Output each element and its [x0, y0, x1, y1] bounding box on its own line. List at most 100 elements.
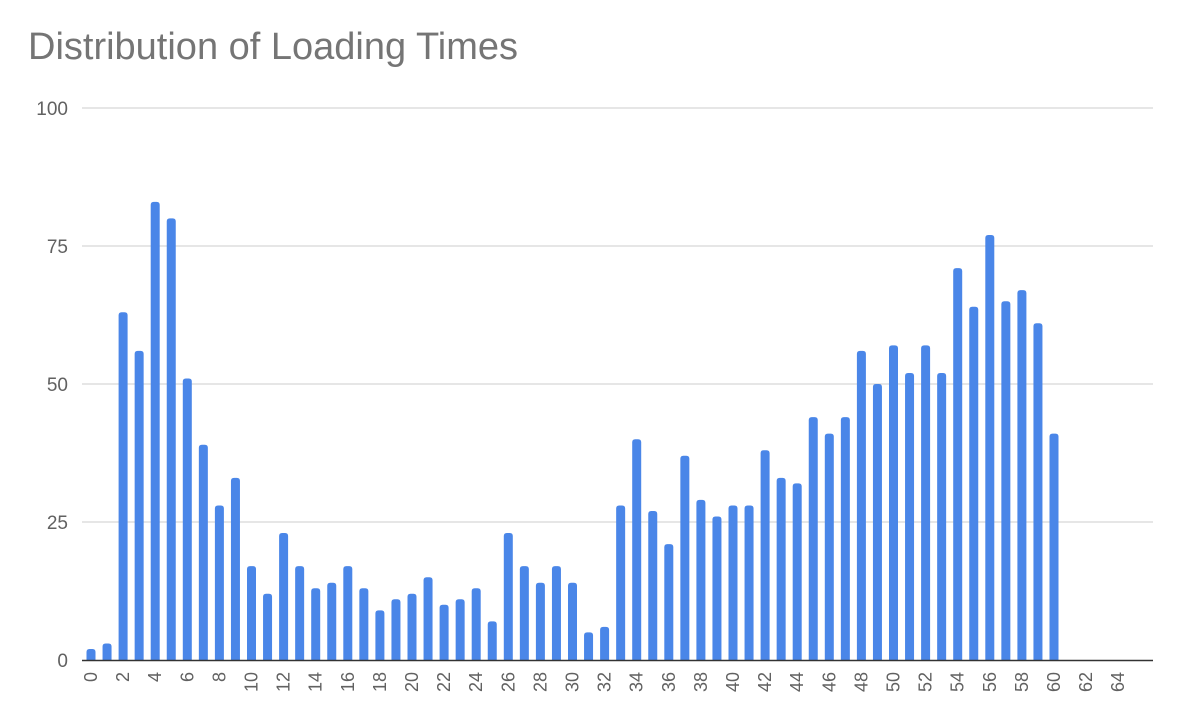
bar-53: [937, 372, 947, 660]
bar-36: [664, 544, 674, 660]
bar-15: [327, 582, 337, 660]
bar-13: [295, 566, 305, 660]
bar-32: [600, 626, 610, 660]
x-tick-label: 54: [948, 672, 968, 692]
x-tick-label: 58: [1012, 672, 1032, 692]
x-tick-label: 44: [787, 672, 807, 692]
bar-31: [584, 632, 594, 660]
bar-4: [150, 201, 160, 660]
y-axis-ticks: 0 25 50 75 100: [36, 99, 68, 672]
bar-2: [118, 312, 128, 660]
x-axis-ticks: 0 2 4 6 8 10 12 14 16 18 20 22 24 26 28 30 32 34 36 38 40 42 4…: [81, 672, 1128, 692]
x-tick-label: 4: [145, 672, 165, 682]
bar-55: [969, 306, 979, 660]
x-tick-label: 62: [1076, 672, 1096, 692]
bar-39: [712, 516, 722, 660]
x-tick-label: 2: [113, 672, 133, 682]
bar-57: [1001, 301, 1011, 660]
y-tick-label: 50: [47, 375, 68, 396]
bar-18: [375, 610, 385, 660]
x-tick-label: 32: [595, 672, 615, 692]
bar-47: [840, 417, 850, 660]
bar-23: [455, 599, 465, 660]
bar-34: [632, 439, 642, 660]
bar-40: [728, 505, 738, 660]
x-tick-label: 42: [755, 672, 775, 692]
x-tick-label: 52: [916, 672, 936, 692]
bar-9: [230, 477, 240, 660]
x-tick-label: 30: [563, 672, 583, 692]
bar-44: [792, 483, 802, 660]
bar-51: [905, 372, 915, 660]
bar-60: [1049, 433, 1059, 660]
bar-46: [824, 433, 834, 660]
y-tick-label: 0: [57, 651, 68, 672]
x-tick-label: 60: [1044, 672, 1064, 692]
chart-title: Distribution of Loading Times: [28, 26, 519, 68]
bar-50: [889, 345, 898, 660]
x-tick-label: 10: [242, 672, 262, 692]
bar-5: [166, 218, 176, 660]
x-tick-label: 14: [306, 672, 326, 692]
x-tick-label: 56: [980, 672, 1000, 692]
bar-52: [921, 345, 931, 660]
bar-22: [439, 604, 449, 660]
bar-42: [760, 450, 770, 660]
bar-28: [535, 582, 545, 660]
bar-24: [471, 588, 481, 660]
x-tick-label: 0: [81, 672, 101, 682]
x-tick-label: 40: [723, 672, 743, 692]
bar-19: [391, 599, 401, 660]
x-tick-label: 36: [659, 672, 679, 692]
bar-26: [503, 533, 513, 660]
bar-33: [616, 505, 626, 660]
x-tick-label: 20: [402, 672, 422, 692]
bar-59: [1033, 323, 1043, 660]
bar-29: [551, 566, 561, 660]
bar-56: [985, 234, 995, 660]
bar-16: [343, 566, 353, 660]
bar-7: [198, 444, 208, 660]
bar-37: [680, 455, 690, 660]
bar-35: [648, 510, 658, 660]
x-tick-label: 64: [1108, 672, 1128, 692]
bar-10: [247, 566, 256, 660]
bar-30: [568, 582, 577, 660]
x-tick-label: 18: [370, 672, 390, 692]
x-tick-label: 48: [851, 672, 871, 692]
bar-49: [872, 384, 882, 660]
bar-21: [423, 577, 433, 660]
x-tick-label: 12: [274, 672, 294, 692]
x-tick-label: 24: [466, 672, 486, 692]
bar-12: [279, 533, 289, 660]
bar-45: [808, 417, 818, 660]
bar-14: [311, 588, 321, 660]
bar-43: [776, 477, 786, 660]
bar-20: [407, 593, 417, 660]
bar-54: [953, 268, 963, 660]
bars: [86, 201, 1059, 660]
x-tick-label: 22: [434, 672, 454, 692]
bar-6: [182, 378, 192, 660]
y-tick-label: 100: [36, 99, 68, 120]
bar-25: [487, 621, 497, 660]
bar-17: [359, 588, 369, 660]
x-tick-label: 50: [884, 672, 904, 692]
bar-58: [1017, 290, 1027, 660]
bar-8: [214, 505, 224, 660]
x-tick-label: 16: [338, 672, 358, 692]
x-tick-label: 34: [627, 672, 647, 692]
x-tick-label: 26: [498, 672, 518, 692]
bar-48: [856, 350, 866, 660]
x-tick-label: 38: [691, 672, 711, 692]
bar-11: [263, 593, 273, 660]
bar-38: [696, 499, 706, 660]
bar-3: [134, 350, 144, 660]
x-tick-label: 8: [209, 672, 229, 682]
bar-0: [86, 648, 96, 660]
bar-41: [744, 505, 754, 660]
x-tick-label: 46: [819, 672, 839, 692]
y-tick-label: 25: [47, 513, 68, 534]
x-tick-label: 28: [530, 672, 550, 692]
